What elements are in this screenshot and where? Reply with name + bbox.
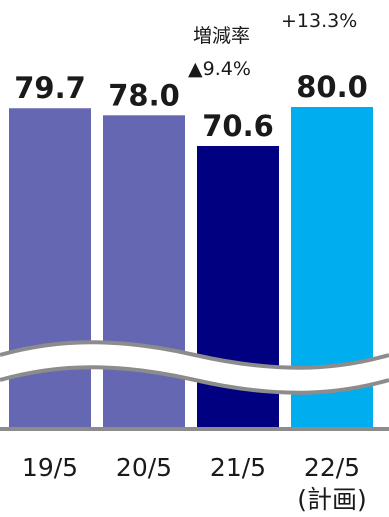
value-label-22-5: 80.0 bbox=[296, 70, 368, 104]
growth-rate-22-5: +13.3% bbox=[281, 10, 357, 32]
value-label-20-5: 78.0 bbox=[108, 78, 180, 112]
tick-label-21-5: 21/5 bbox=[210, 453, 266, 482]
tick-labels-group: 19/5 20/5 21/5 22/5 (計画) bbox=[22, 453, 367, 514]
axis-break-line-top bbox=[0, 340, 389, 370]
tick-label-19-5: 19/5 bbox=[22, 453, 78, 482]
axis-break-line-bottom bbox=[0, 365, 389, 395]
axis-break bbox=[0, 340, 389, 395]
tick-label-22-5: 22/5 bbox=[304, 453, 360, 482]
tick-sublabel-22-5: (計画) bbox=[297, 485, 367, 514]
value-label-21-5: 70.6 bbox=[202, 109, 274, 143]
value-label-19-5: 79.7 bbox=[14, 71, 86, 105]
growth-rate-label: 増減率 bbox=[193, 25, 250, 47]
growth-rate-21-5: ▲9.4% bbox=[188, 58, 251, 80]
bar-20-5 bbox=[103, 115, 185, 429]
value-labels-group: 79.7 78.0 70.6 80.0 bbox=[14, 70, 368, 143]
bar-19-5 bbox=[9, 108, 91, 429]
tick-label-20-5: 20/5 bbox=[116, 453, 172, 482]
